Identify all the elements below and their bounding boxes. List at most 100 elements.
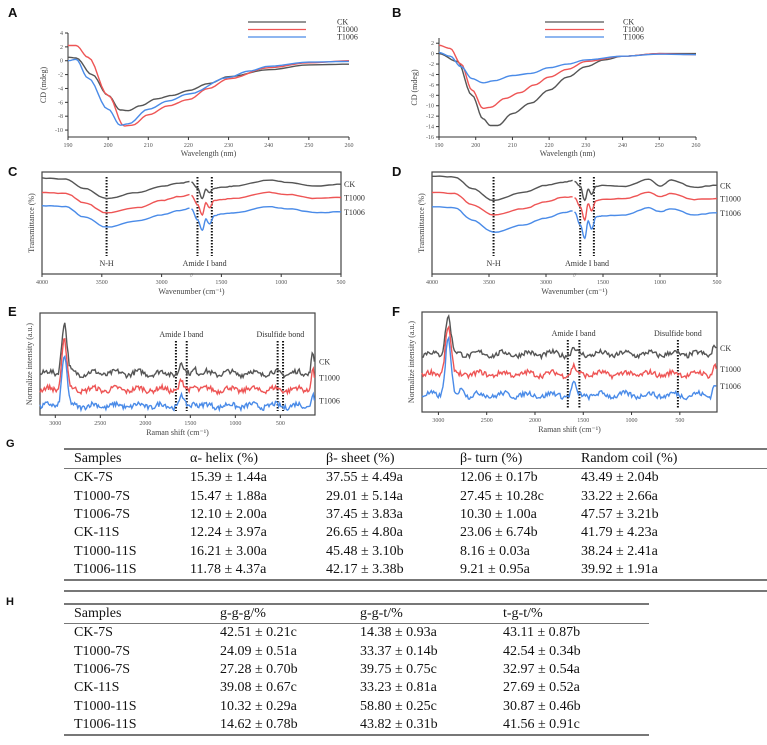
annotation-label: N-H bbox=[486, 259, 500, 268]
series-label-t1006: T1006 bbox=[720, 209, 741, 218]
value-cell: 33.23 ± 0.81a bbox=[360, 680, 437, 696]
y-axis-label: Normalize intensity (a.u.) bbox=[25, 323, 34, 406]
y-tick-label: -8 bbox=[429, 93, 434, 99]
y-tick-label: -6 bbox=[429, 83, 434, 89]
series-label-t1006: T1006 bbox=[319, 396, 340, 405]
x-tick-label: 1500 bbox=[215, 280, 227, 286]
x-tick-label: 2000 bbox=[139, 421, 151, 427]
x-tick-label: 230 bbox=[224, 143, 233, 149]
chart-panel-c bbox=[41, 171, 342, 277]
plot-frame bbox=[431, 171, 718, 275]
y-tick-label: -8 bbox=[58, 114, 63, 120]
x-tick-label: 3000 bbox=[156, 280, 168, 286]
value-cell: 27.69 ± 0.52a bbox=[503, 680, 580, 696]
value-cell: 32.97 ± 0.54a bbox=[503, 662, 580, 678]
table-header-row: Samples α- helix (%) β- sheet (%) β- tur… bbox=[64, 449, 767, 469]
x-tick-label: 1000 bbox=[229, 421, 241, 427]
value-cell: 29.01 ± 5.14a bbox=[326, 488, 403, 504]
annotation-label: Disulfide bond bbox=[256, 330, 304, 339]
table-row: T1000-11S 16.21 ± 3.00a 45.48 ± 3.10b 8.16 … bbox=[64, 542, 767, 560]
col-tgt: t-g-t/% bbox=[503, 606, 543, 622]
value-cell: 10.32 ± 0.29a bbox=[220, 698, 297, 714]
col-random-coil: Random coil (%) bbox=[581, 451, 678, 467]
y-axis-label: Transmittance (%) bbox=[27, 193, 36, 253]
value-cell: 45.48 ± 3.10b bbox=[326, 543, 404, 559]
value-cell: 39.92 ± 1.91a bbox=[581, 561, 658, 577]
series-line-ck bbox=[68, 56, 349, 112]
x-tick-label: 1000 bbox=[626, 418, 638, 424]
series-line-ck bbox=[39, 322, 316, 380]
series-line-t1000 bbox=[421, 325, 717, 381]
series-line-t1000 bbox=[42, 191, 342, 217]
y-tick-label: -4 bbox=[58, 86, 63, 92]
value-cell: 26.65 ± 4.80a bbox=[326, 525, 403, 541]
value-cell: 41.56 ± 0.91c bbox=[503, 716, 580, 732]
x-tick-label: 260 bbox=[692, 143, 701, 149]
value-cell: 14.62 ± 0.78b bbox=[220, 716, 298, 732]
disulfide-conformation-table: Samples g-g-g/% g-g-t/% t-g-t/% CK-7S 42.… bbox=[64, 603, 649, 737]
panel-label-c: C bbox=[8, 164, 18, 179]
y-tick-label: 2 bbox=[431, 41, 434, 47]
value-cell: 12.10 ± 2.00a bbox=[190, 507, 267, 523]
series-line-t1006 bbox=[432, 206, 717, 240]
x-tick-label: 220 bbox=[184, 143, 193, 149]
sample-name-cell: T1006-7S bbox=[74, 507, 130, 523]
y-tick-label: -12 bbox=[426, 114, 434, 120]
value-cell: 33.22 ± 2.66a bbox=[581, 488, 658, 504]
value-cell: 11.78 ± 4.37a bbox=[190, 561, 267, 577]
table-row: T1006-11S 14.62 ± 0.78b 43.82 ± 0.31b 41.56… bbox=[64, 716, 649, 735]
legend-label: T1000 bbox=[337, 25, 358, 34]
y-axis-label: CD (mdeg) bbox=[410, 69, 419, 106]
y-tick-label: -14 bbox=[426, 125, 434, 131]
x-tick-label: 2500 bbox=[94, 421, 106, 427]
series-label-ck: CK bbox=[720, 181, 731, 190]
x-tick-label: 3000 bbox=[540, 280, 552, 286]
series-line-t1006 bbox=[67, 58, 350, 126]
value-cell: 10.30 ± 1.00a bbox=[460, 507, 537, 523]
value-cell: 47.57 ± 3.21b bbox=[581, 507, 659, 523]
table-row: T1006-7S 12.10 ± 2.00a 37.45 ± 3.83a 10.30 … bbox=[64, 506, 767, 524]
col-samples: Samples bbox=[74, 451, 122, 467]
y-axis-label: CD (mdeg) bbox=[39, 67, 48, 104]
value-cell: 15.39 ± 1.44a bbox=[190, 470, 267, 486]
panel-label-g: G bbox=[6, 438, 15, 450]
value-cell: 37.45 ± 3.83a bbox=[326, 507, 403, 523]
x-tick-label: 210 bbox=[508, 143, 517, 149]
col-beta-turn: β- turn (%) bbox=[460, 451, 523, 467]
y-tick-label: -10 bbox=[55, 128, 63, 134]
x-tick-label: 250 bbox=[655, 143, 664, 149]
series-label-t1000: T1000 bbox=[344, 194, 365, 203]
value-cell: 43.82 ± 0.31b bbox=[360, 716, 438, 732]
series-line-t1006 bbox=[41, 204, 342, 232]
x-tick-label: 190 bbox=[435, 143, 444, 149]
legend-label: T1006 bbox=[337, 33, 358, 42]
annotation-label: Amide I band bbox=[183, 259, 227, 268]
series-line-t1006 bbox=[39, 354, 316, 413]
plot-frame bbox=[421, 311, 718, 413]
sample-name-cell: CK-11S bbox=[74, 525, 120, 541]
chart-panel-b bbox=[436, 21, 697, 140]
x-tick-label: 3000 bbox=[432, 418, 444, 424]
x-tick-label: 4000 bbox=[36, 280, 48, 286]
value-cell: 37.55 ± 4.49a bbox=[326, 470, 403, 486]
series-line-ck bbox=[421, 313, 717, 361]
x-tick-label: 3500 bbox=[483, 280, 495, 286]
chart-panel-d bbox=[431, 171, 718, 277]
x-tick-label: 210 bbox=[144, 143, 153, 149]
x-tick-label: 200 bbox=[471, 143, 480, 149]
x-tick-label: 230 bbox=[581, 143, 590, 149]
y-tick-label: -2 bbox=[429, 62, 434, 68]
chart-panel-e bbox=[39, 312, 316, 418]
legend-label: CK bbox=[337, 18, 348, 27]
x-tick-label: 4000 bbox=[426, 280, 438, 286]
sample-name-cell: T1006-11S bbox=[74, 561, 137, 577]
x-axis-label: Wavenumber (cm⁻¹) bbox=[158, 287, 225, 296]
panel-label-b: B bbox=[392, 5, 401, 20]
x-axis-label: Raman shift (cm⁻¹) bbox=[146, 428, 209, 437]
value-cell: 39.08 ± 0.67c bbox=[220, 680, 297, 696]
table-row: T1000-7S 15.47 ± 1.88a 29.01 ± 5.14a 27.45 … bbox=[64, 488, 767, 506]
x-tick-label: 1500 bbox=[577, 418, 589, 424]
value-cell: 39.75 ± 0.75c bbox=[360, 662, 437, 678]
y-tick-label: 0 bbox=[431, 52, 434, 58]
y-tick-label: -4 bbox=[429, 72, 434, 78]
